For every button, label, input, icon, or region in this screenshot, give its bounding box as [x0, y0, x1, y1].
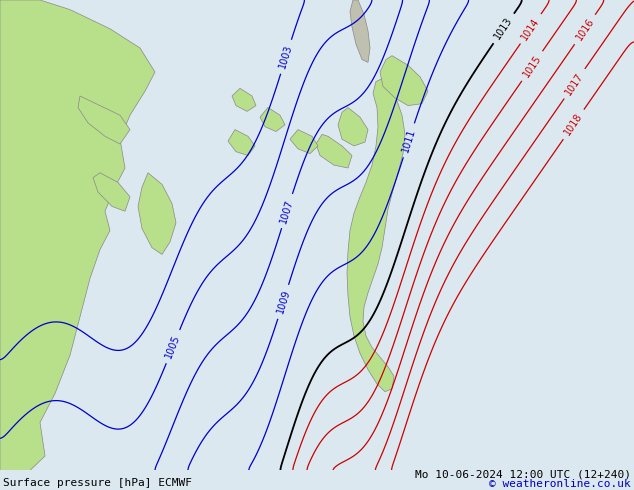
Text: 1016: 1016 — [574, 17, 596, 43]
Text: 1014: 1014 — [520, 16, 541, 42]
Polygon shape — [0, 0, 155, 470]
Polygon shape — [290, 129, 318, 153]
Polygon shape — [260, 107, 285, 131]
Polygon shape — [228, 129, 255, 155]
Text: 1017: 1017 — [564, 71, 586, 97]
Polygon shape — [78, 96, 130, 144]
Text: © weatheronline.co.uk: © weatheronline.co.uk — [489, 479, 631, 489]
Text: 1018: 1018 — [562, 111, 585, 137]
Polygon shape — [93, 173, 130, 211]
Text: 1015: 1015 — [521, 53, 543, 79]
Polygon shape — [232, 88, 256, 111]
Polygon shape — [350, 0, 370, 62]
Text: 1007: 1007 — [278, 198, 295, 224]
Text: 1013: 1013 — [493, 16, 515, 41]
Text: 1011: 1011 — [401, 127, 417, 153]
Polygon shape — [347, 79, 405, 392]
Polygon shape — [138, 173, 176, 254]
Polygon shape — [338, 107, 368, 146]
Polygon shape — [316, 134, 352, 168]
Polygon shape — [380, 56, 428, 106]
Text: Mo 10-06-2024 12:00 UTC (12+240): Mo 10-06-2024 12:00 UTC (12+240) — [415, 469, 631, 479]
Text: 1005: 1005 — [164, 333, 182, 360]
Text: 1009: 1009 — [275, 289, 292, 315]
Text: 1003: 1003 — [278, 44, 294, 70]
Text: Surface pressure [hPa] ECMWF: Surface pressure [hPa] ECMWF — [3, 478, 192, 488]
